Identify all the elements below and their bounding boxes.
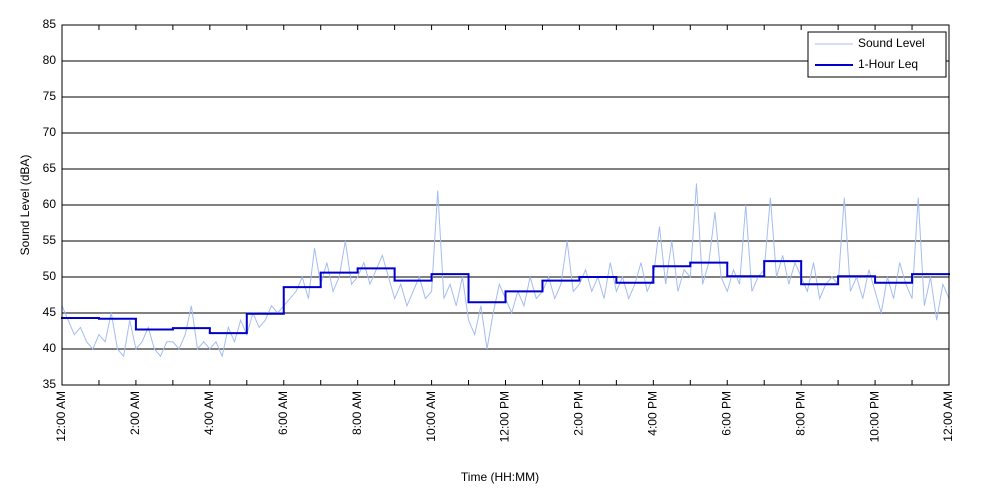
x-tick-label: 12:00 PM	[498, 391, 512, 442]
x-tick-label: 12:00 AM	[54, 391, 68, 442]
x-tick-label: 12:00 AM	[941, 391, 955, 442]
legend-label: Sound Level	[858, 36, 925, 50]
x-tick-label: 6:00 PM	[719, 391, 733, 436]
x-tick-label: 10:00 PM	[867, 391, 881, 442]
x-tick-label: 10:00 AM	[424, 391, 438, 442]
y-tick-label: 70	[43, 125, 57, 139]
y-tick-label: 40	[43, 341, 57, 355]
y-tick-label: 85	[43, 17, 57, 31]
y-tick-label: 75	[43, 89, 57, 103]
y-tick-label: 55	[43, 233, 57, 247]
x-tick-label: 8:00 AM	[350, 391, 364, 435]
y-tick-label: 80	[43, 53, 57, 67]
y-tick-label: 60	[43, 197, 57, 211]
x-tick-label: 6:00 AM	[276, 391, 290, 435]
y-tick-label: 50	[43, 269, 57, 283]
legend-label: 1-Hour Leq	[858, 57, 918, 71]
y-tick-label: 45	[43, 305, 57, 319]
x-axis-label: Time (HH:MM)	[461, 470, 539, 484]
y-tick-label: 35	[43, 377, 57, 391]
plot-frame	[61, 24, 950, 386]
x-tick-label: 4:00 PM	[646, 391, 660, 436]
x-tick-label: 2:00 PM	[572, 391, 586, 436]
x-tick-label: 2:00 AM	[128, 391, 142, 435]
y-axis-label: Sound Level (dBA)	[18, 155, 32, 256]
step-line	[61, 260, 950, 335]
x-tick-label: 4:00 AM	[202, 391, 216, 435]
y-tick-label: 65	[43, 161, 57, 175]
legend-box	[807, 31, 947, 78]
x-tick-label: 8:00 PM	[793, 391, 807, 436]
